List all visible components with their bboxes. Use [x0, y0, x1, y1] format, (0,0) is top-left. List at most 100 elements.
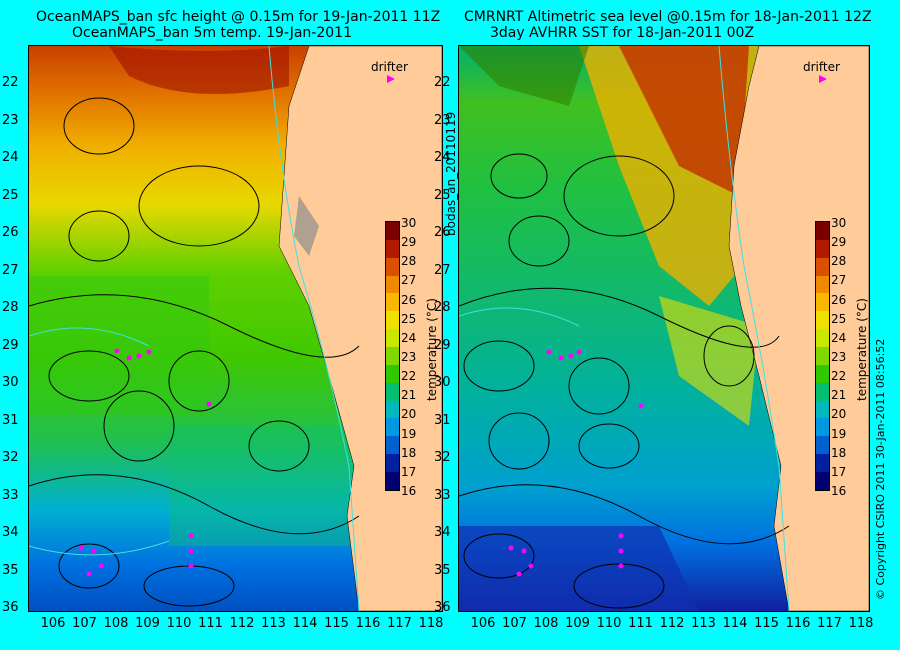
colorbar-tick-label: 23 [401, 350, 417, 364]
longitude-tick-label: 115 [754, 616, 779, 631]
left-latitude-axis: 22 23 24 25 26 27 28 29 30 31 32 33 34 35 36 [0, 45, 28, 615]
colorbar-segment [386, 293, 399, 312]
longitude-tick-label: 109 [565, 616, 590, 631]
colorbar-segment [816, 293, 829, 312]
colorbar-tick-label: 16 [401, 484, 417, 498]
colorbar-segment [386, 436, 399, 455]
longitude-tick-label: 106 [470, 616, 496, 631]
right-colorbar [815, 221, 830, 491]
left-title-line1: OceanMAPS_ban sfc height @ 0.15m for 19-… [36, 9, 441, 25]
colorbar-tick-label: 22 [401, 369, 417, 384]
colorbar-segment [816, 329, 829, 348]
colorbar-tick-label: 27 [831, 273, 847, 288]
colorbar-segment [816, 222, 829, 240]
colorbar-tick-label: 24 [401, 330, 417, 345]
latitude-tick-label: 25 [434, 187, 451, 203]
left-land [278, 46, 442, 611]
latitude-tick-label: 29 [434, 337, 451, 353]
right-title-line2: 3day AVHRR SST for 18-Jan-2011 00Z [490, 25, 755, 41]
colorbar-segment [386, 364, 399, 383]
copyright-label: © Copyright CSIRO 2011 30-Jan-2011 08:56… [874, 338, 887, 600]
longitude-tick-label: 107 [72, 616, 97, 631]
longitude-tick-label: 113 [261, 616, 286, 631]
latitude-tick-label: 30 [2, 375, 19, 390]
longitude-tick-label: 118 [418, 616, 444, 631]
longitude-tick-label: 117 [817, 616, 842, 631]
colorbar-tick-label: 19 [401, 426, 417, 441]
longitude-tick-label: 112 [659, 616, 685, 631]
latitude-tick-label: 31 [2, 412, 19, 428]
longitude-tick-label: 117 [387, 616, 412, 631]
colorbar-tick-label: 21 [831, 388, 847, 403]
longitude-tick-label: 114 [292, 616, 318, 631]
colorbar-tick-label: 18 [401, 445, 417, 460]
longitude-tick-label: 118 [848, 616, 874, 631]
left-longitude-axis: 106 107 108 109 110 111 112 113 114 115 116 117 118 [28, 614, 444, 634]
latitude-tick-label: 23 [434, 112, 451, 128]
right-longitude-axis: 106 107 108 109 110 111 112 113 114 115 116 117 118 [458, 614, 874, 634]
longitude-tick-label: 107 [502, 616, 527, 631]
latitude-tick-label: 33 [434, 487, 451, 503]
left-map-image [29, 46, 442, 611]
longitude-tick-label: 106 [40, 616, 66, 631]
colorbar-segment [386, 257, 399, 276]
colorbar-segment [386, 329, 399, 348]
latitude-tick-label: 27 [434, 262, 451, 278]
colorbar-segment [386, 472, 399, 490]
colorbar-segment [386, 347, 399, 365]
right-colorbar-segments [816, 222, 829, 490]
longitude-tick-label: 108 [533, 616, 559, 631]
latitude-tick-label: 35 [434, 562, 451, 578]
colorbar-segment [816, 275, 829, 294]
colorbar-tick-label: 18 [831, 445, 847, 460]
left-colorbar [385, 221, 400, 491]
colorbar-segment [386, 239, 399, 258]
colorbar-tick-label: 29 [831, 235, 847, 250]
latitude-tick-label: 30 [434, 375, 451, 390]
left-map-panel: drifter 30 29 28 27 26 25 24 23 22 21 20 19 18 17 16 t… [28, 45, 443, 612]
latitude-tick-label: 36 [2, 600, 19, 615]
colorbar-segment [386, 418, 399, 437]
colorbar-segment [816, 239, 829, 258]
longitude-tick-label: 110 [166, 616, 192, 631]
latitude-tick-label: 36 [434, 600, 451, 615]
right-drifter-label: drifter [803, 60, 840, 74]
colorbar-segment [386, 222, 399, 240]
latitude-tick-label: 31 [434, 412, 451, 428]
colorbar-tick-label: 28 [831, 254, 847, 269]
latitude-tick-label: 24 [2, 150, 19, 165]
colorbar-tick-label: 26 [401, 292, 417, 307]
latitude-tick-label: 28 [434, 300, 451, 315]
longitude-tick-label: 110 [596, 616, 622, 631]
left-drifter-label: drifter [371, 60, 408, 74]
longitude-tick-label: 111 [198, 616, 223, 631]
longitude-tick-label: 116 [785, 616, 811, 631]
longitude-tick-label: 109 [135, 616, 160, 631]
longitude-tick-label: 116 [355, 616, 381, 631]
right-latitude-axis: 22 23 24 25 26 27 28 29 30 31 32 33 34 35 36 [432, 45, 458, 615]
colorbar-tick-label: 23 [831, 350, 847, 364]
colorbar-segment [816, 382, 829, 401]
colorbar-segment [816, 472, 829, 490]
longitude-tick-label: 113 [691, 616, 716, 631]
longitude-tick-label: 115 [324, 616, 349, 631]
colorbar-segment [386, 400, 399, 419]
left-colorbar-segments [386, 222, 399, 490]
longitude-tick-label: 112 [229, 616, 255, 631]
latitude-tick-label: 24 [434, 150, 451, 165]
colorbar-segment [816, 257, 829, 276]
colorbar-tick-label: 22 [831, 369, 847, 384]
right-drifters [508, 349, 644, 577]
colorbar-tick-label: 25 [831, 311, 847, 326]
colorbar-tick-label: 27 [401, 273, 417, 288]
latitude-tick-label: 26 [2, 225, 19, 240]
colorbar-segment [816, 364, 829, 383]
colorbar-segment [816, 418, 829, 437]
colorbar-tick-label: 30 [831, 216, 847, 230]
colorbar-segment [816, 400, 829, 419]
colorbar-segment [386, 454, 399, 473]
colorbar-tick-label: 17 [831, 464, 847, 479]
colorbar-tick-label: 21 [401, 388, 417, 403]
latitude-tick-label: 34 [2, 525, 19, 540]
left-title-line2: OceanMAPS_ban 5m temp. 19-Jan-2011 [72, 25, 352, 41]
